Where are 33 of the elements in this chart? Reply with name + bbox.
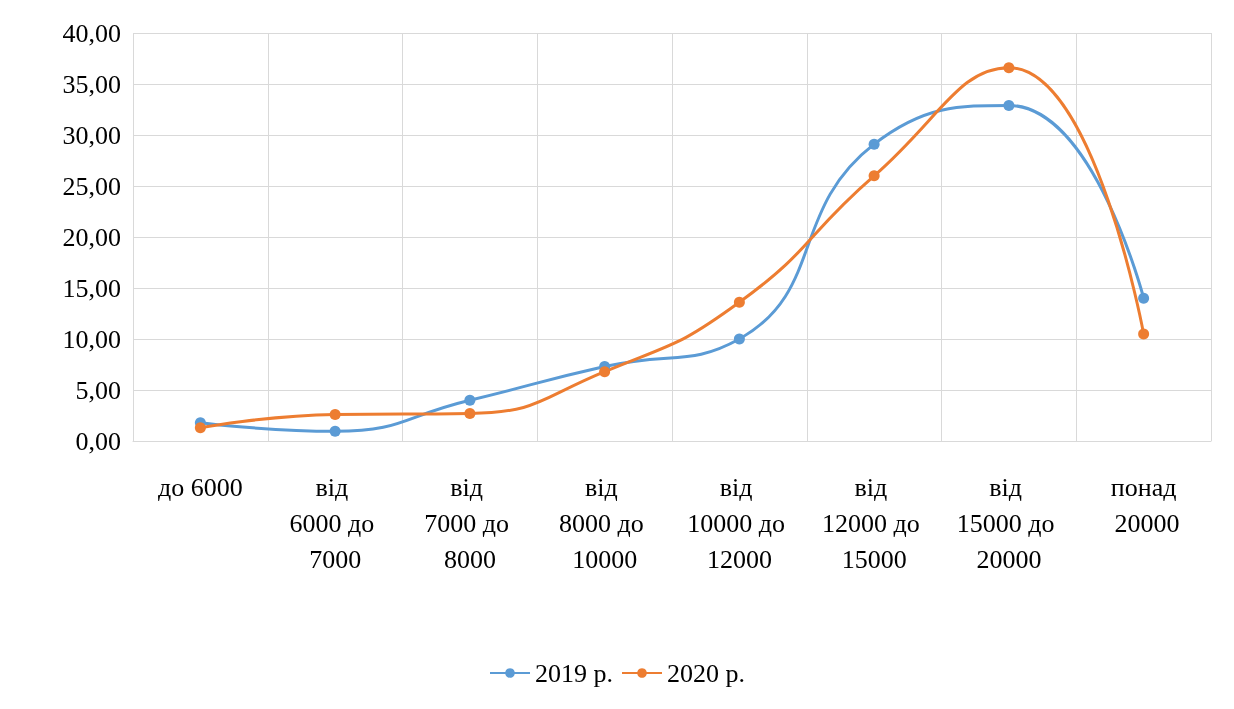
point (868, 138, 880, 150)
y-tick-label: 10,00 (62, 324, 121, 354)
y-tick-label: 20,00 (62, 222, 121, 252)
y-tick-label: 0,00 (75, 426, 121, 456)
x-tick-label: від 6000 до 7000 (289, 472, 381, 574)
point (868, 170, 880, 182)
x-tick-label: до 6000 (158, 472, 243, 502)
y-tick-label: 15,00 (62, 273, 121, 303)
y-tick-label: 35,00 (62, 69, 121, 99)
point (329, 425, 341, 437)
y-tick-label: 5,00 (75, 375, 121, 405)
x-tick-label: від 8000 до 10000 (559, 472, 651, 574)
x-tick-label: понад 20000 (1107, 472, 1180, 538)
legend-label: 2019 р. (535, 658, 613, 688)
legend-label: 2020 р. (667, 658, 745, 688)
y-tick-label: 25,00 (62, 171, 121, 201)
x-tick-label: від 15000 до 20000 (956, 472, 1061, 574)
x-tick-label: від 12000 до 15000 (822, 472, 927, 574)
point (1003, 99, 1015, 111)
point (194, 422, 206, 434)
y-tick-label: 30,00 (62, 120, 121, 150)
y-tick-label: 40,00 (62, 18, 121, 48)
point (599, 366, 611, 378)
point (1138, 328, 1150, 340)
point (1138, 292, 1150, 304)
point (464, 407, 476, 419)
point (1003, 62, 1015, 74)
point (464, 394, 476, 406)
x-tick-label: від 7000 до 8000 (424, 472, 516, 574)
x-tick-label: від 10000 до 12000 (687, 472, 792, 574)
point (733, 296, 745, 308)
point (733, 333, 745, 345)
point (329, 408, 341, 420)
